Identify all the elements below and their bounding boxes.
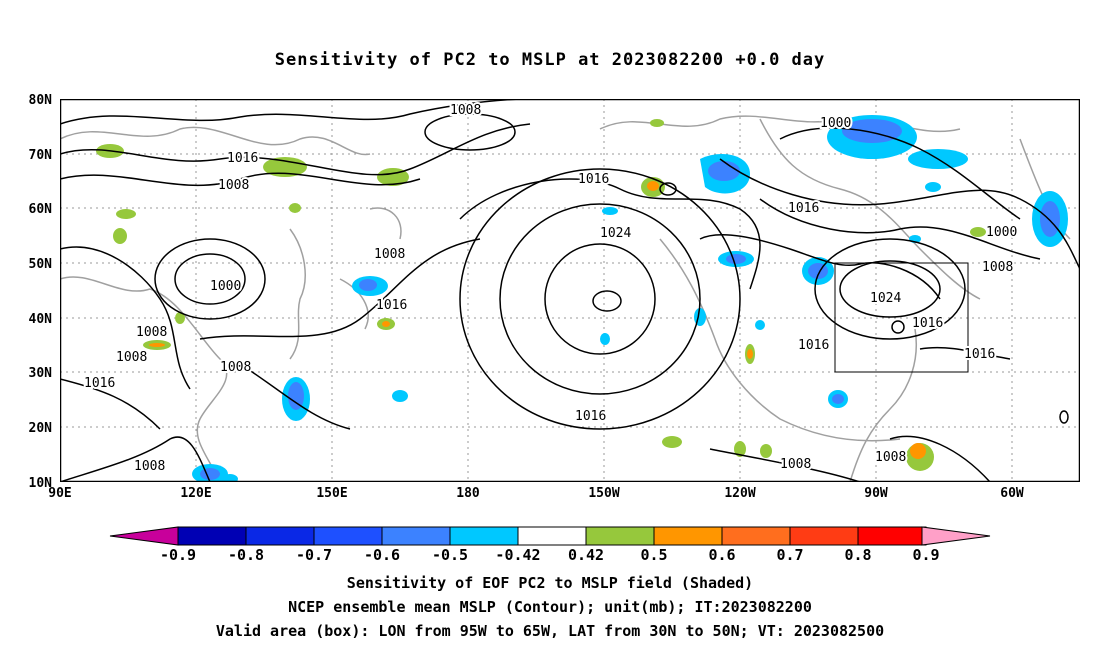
shading-strong-negative bbox=[200, 119, 1060, 480]
colorbar-label: -0.8 bbox=[228, 546, 264, 564]
colorbar-label: 0.8 bbox=[844, 546, 871, 564]
colorbar-label: 0.9 bbox=[912, 546, 939, 564]
contour-label: 1008 bbox=[374, 247, 405, 262]
colorbar-label: 0.5 bbox=[640, 546, 667, 564]
colorbar-label: -0.42 bbox=[495, 546, 540, 564]
lon-tick-label: 180 bbox=[456, 486, 480, 500]
colorbar-label: -0.6 bbox=[364, 546, 400, 564]
lat-tick-label: 60N bbox=[29, 202, 53, 217]
contour-label: 1016 bbox=[788, 201, 819, 216]
colorbar-cell bbox=[653, 526, 723, 546]
lat-tick-label: 50N bbox=[29, 257, 53, 272]
lon-tick-label: 90E bbox=[48, 486, 71, 500]
lat-tick-label: 80N bbox=[29, 93, 53, 108]
contour-label: 1008 bbox=[982, 260, 1013, 275]
graticule bbox=[60, 99, 1080, 482]
lat-tick-label: 70N bbox=[29, 148, 53, 163]
shading-strong-positive bbox=[149, 181, 926, 459]
contour-label: 1000 bbox=[820, 116, 851, 131]
colorbar-cell bbox=[789, 526, 859, 546]
contour-label: 1016 bbox=[227, 151, 258, 166]
contour-label: 1000 bbox=[210, 279, 241, 294]
contour-label: 1016 bbox=[912, 316, 943, 331]
caption-contour: NCEP ensemble mean MSLP (Contour); unit(… bbox=[288, 598, 812, 616]
lon-tick-label: 120E bbox=[180, 486, 211, 500]
lon-tick-label: 150W bbox=[588, 486, 619, 500]
colorbar-high-end bbox=[921, 526, 991, 546]
colorbar-label: 0.6 bbox=[708, 546, 735, 564]
colorbar-label: -0.9 bbox=[160, 546, 196, 564]
colorbar-label: 0.42 bbox=[568, 546, 604, 564]
colorbar-cell bbox=[313, 526, 383, 546]
axis-labels: 80N 70N 60N 50N 40N 30N 20N 10N 90E 120E… bbox=[29, 93, 1024, 500]
caption-shading: Sensitivity of EOF PC2 to MSLP field (Sh… bbox=[346, 574, 754, 592]
map-panel: 1008 1016 1008 1000 1008 1008 1008 1016 … bbox=[60, 99, 1080, 482]
colorbar-cell bbox=[585, 526, 655, 546]
colorbar-cell bbox=[381, 526, 451, 546]
contour-label: 1008 bbox=[116, 350, 147, 365]
shading-positive bbox=[96, 119, 986, 471]
colorbar-label: -0.7 bbox=[296, 546, 332, 564]
colorbar-low-end bbox=[109, 526, 179, 546]
lon-tick-label: 120W bbox=[724, 486, 755, 500]
contour-label: 1008 bbox=[136, 325, 167, 340]
contour-label: 1016 bbox=[798, 338, 829, 353]
contour-label: 1016 bbox=[376, 298, 407, 313]
lon-tick-label: 90W bbox=[864, 486, 888, 500]
map-svg: 1008 1016 1008 1000 1008 1008 1008 1016 … bbox=[60, 99, 1080, 482]
contour-label: 1016 bbox=[964, 347, 995, 362]
colorbar-label: -0.5 bbox=[432, 546, 468, 564]
colorbar-label: 0.7 bbox=[776, 546, 803, 564]
colorbar-cell bbox=[857, 526, 927, 546]
colorbar-cell bbox=[517, 526, 587, 546]
colorbar-cell bbox=[449, 526, 519, 546]
contour-labels: 1008 1016 1008 1000 1008 1008 1008 1016 … bbox=[82, 101, 1019, 476]
contour-label: 1024 bbox=[870, 291, 901, 306]
colorbar-cell bbox=[245, 526, 315, 546]
map-title: Sensitivity of PC2 to MSLP at 2023082200… bbox=[274, 50, 826, 70]
lat-tick-label: 40N bbox=[29, 312, 53, 327]
map-frame bbox=[60, 99, 1080, 482]
colorbar-cell bbox=[177, 526, 247, 546]
lon-tick-label: 150E bbox=[316, 486, 347, 500]
contour-label: 1016 bbox=[84, 376, 115, 391]
contour-label: 1000 bbox=[986, 225, 1017, 240]
caption-valid-area: Valid area (box): LON from 95W to 65W, L… bbox=[215, 622, 885, 640]
contour-label: 1024 bbox=[600, 226, 631, 241]
valid-area-box bbox=[834, 262, 969, 373]
contour-label: 1008 bbox=[450, 103, 481, 118]
lat-tick-label: 20N bbox=[29, 421, 53, 436]
contour-label: 1008 bbox=[134, 459, 165, 474]
colorbar: -0.9 -0.8 -0.7 -0.6 -0.5 -0.42 0.42 0.5 … bbox=[109, 526, 991, 564]
contour-label: 1016 bbox=[575, 409, 606, 424]
lat-tick-label: 10N bbox=[29, 476, 53, 491]
colorbar-cell bbox=[721, 526, 791, 546]
contour-label: 1008 bbox=[218, 178, 249, 193]
lat-tick-label: 30N bbox=[29, 366, 53, 381]
mslp-contours bbox=[60, 99, 1080, 482]
lon-tick-label: 60W bbox=[1000, 486, 1024, 500]
contour-label: 1008 bbox=[220, 360, 251, 375]
contour-label: 1008 bbox=[875, 450, 906, 465]
contour-label: 1016 bbox=[578, 172, 609, 187]
contour-label: 1008 bbox=[780, 457, 811, 472]
